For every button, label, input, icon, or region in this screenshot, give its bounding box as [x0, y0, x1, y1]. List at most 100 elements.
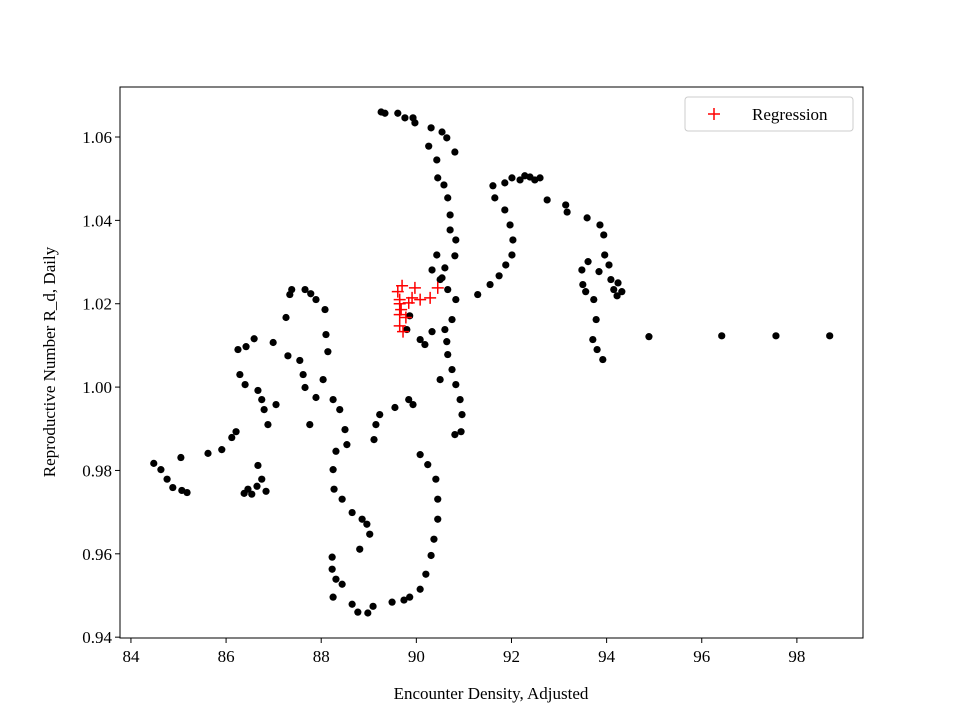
x-tick-label: 98 [788, 647, 805, 666]
regression-point [406, 291, 419, 304]
y-tick-label: 0.94 [82, 628, 112, 647]
data-point [508, 174, 516, 182]
data-point [307, 290, 315, 298]
regression-point [414, 293, 427, 306]
data-point [299, 370, 307, 379]
data-point [438, 274, 446, 282]
data-point [446, 211, 454, 219]
data-point [157, 466, 165, 474]
data-point [446, 226, 454, 234]
data-point [324, 348, 332, 356]
data-point [444, 350, 452, 359]
data-point [436, 375, 444, 384]
data-point [250, 335, 258, 343]
data-point [284, 352, 292, 360]
data-point [434, 515, 442, 523]
data-point [458, 410, 466, 419]
data-point [260, 405, 268, 414]
data-point [321, 305, 329, 314]
x-tick-label: 94 [598, 647, 616, 666]
y-tick-label: 1.00 [82, 378, 112, 397]
data-point [441, 264, 449, 272]
data-point [543, 196, 551, 204]
data-point [338, 580, 346, 588]
data-point [433, 156, 441, 164]
regression-point [408, 281, 421, 294]
data-point [348, 508, 356, 517]
data-point [441, 325, 449, 334]
data-point [405, 395, 413, 404]
data-point [242, 343, 250, 351]
data-point [501, 179, 509, 187]
data-point [269, 338, 277, 347]
data-point [451, 431, 459, 439]
data-point [425, 142, 433, 150]
data-point [596, 221, 604, 229]
data-point [336, 405, 344, 414]
data-point [452, 236, 460, 244]
data-point [578, 266, 586, 274]
data-point [508, 251, 516, 259]
data-point [177, 453, 185, 462]
data-point [562, 201, 570, 209]
regression-point [397, 325, 410, 338]
data-point [605, 261, 613, 269]
data-point [401, 114, 409, 122]
data-point [444, 194, 452, 202]
data-point [150, 459, 158, 467]
data-point [388, 598, 396, 606]
data-point [343, 441, 351, 449]
data-point [330, 485, 338, 493]
data-point [424, 461, 432, 469]
data-point [618, 288, 626, 296]
data-point [428, 266, 436, 274]
data-point [391, 403, 399, 412]
data-point [416, 451, 424, 459]
data-point [421, 340, 429, 349]
data-point [264, 421, 272, 429]
data-point [248, 490, 256, 498]
y-axis-label: Reproductive Number R_d, Daily [40, 246, 59, 477]
data-point [312, 393, 320, 402]
data-point [169, 483, 177, 492]
data-point [502, 261, 510, 269]
plot-frame [119, 86, 864, 639]
data-point [381, 109, 389, 117]
data-point [328, 553, 336, 561]
data-point [376, 410, 384, 419]
data-point [433, 251, 441, 259]
data-point [282, 313, 290, 322]
data-point [452, 380, 460, 389]
data-point [332, 447, 340, 455]
data-point [370, 436, 378, 444]
data-point [600, 231, 608, 239]
data-point [241, 380, 249, 389]
data-point [411, 119, 419, 127]
data-point [348, 600, 356, 608]
data-point [369, 602, 377, 610]
data-point [328, 565, 336, 573]
data-point [406, 593, 414, 601]
data-point [366, 530, 374, 538]
legend-box [684, 96, 854, 132]
regression-point [431, 281, 444, 294]
data-point [254, 461, 262, 470]
data-point [440, 181, 448, 189]
data-point [406, 312, 414, 320]
data-point [363, 520, 371, 528]
data-point [607, 275, 615, 284]
data-point [579, 280, 587, 289]
data-point [329, 395, 337, 404]
data-point [329, 593, 337, 601]
x-axis-label: Encounter Density, Adjusted [394, 684, 589, 703]
data-point [322, 330, 330, 339]
data-point [236, 370, 244, 379]
y-tick-label: 0.98 [82, 461, 112, 480]
data-point [451, 148, 459, 156]
data-point [258, 395, 266, 404]
regression-point [396, 279, 409, 292]
data-point [427, 124, 435, 132]
data-point [364, 609, 372, 617]
data-point [372, 421, 380, 429]
data-point [489, 182, 497, 190]
